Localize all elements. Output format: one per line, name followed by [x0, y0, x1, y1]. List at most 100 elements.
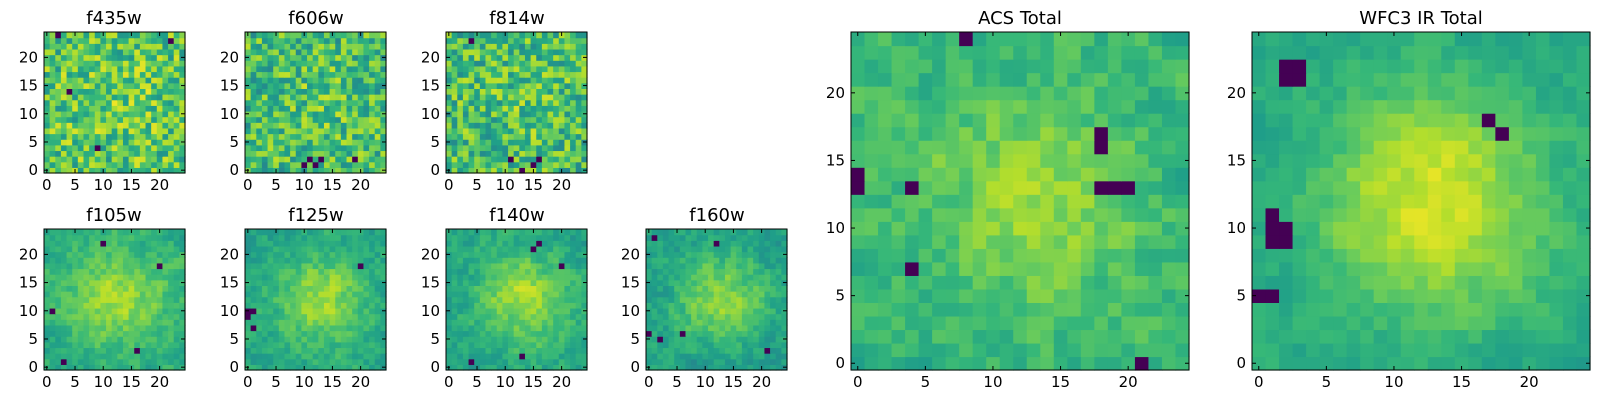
heatmap-cell: [547, 161, 554, 168]
heatmap-cell: [668, 353, 675, 360]
heatmap-cell: [323, 262, 331, 270]
heatmap-cell: [250, 54, 257, 61]
heatmap-cell: [77, 116, 85, 123]
heatmap-cell: [295, 127, 302, 135]
heatmap-cell: [323, 341, 331, 349]
heatmap-cell: [474, 48, 481, 56]
heatmap-cell: [918, 315, 933, 331]
heatmap-cell: [335, 60, 342, 67]
heatmap-cell: [168, 37, 175, 44]
heatmap-cell: [781, 268, 788, 275]
heatmap-cell: [891, 207, 906, 222]
heatmap-cell: [162, 341, 169, 349]
heatmap-cell: [111, 110, 118, 118]
heatmap-cell: [352, 60, 359, 67]
heatmap-cell: [122, 291, 130, 298]
heatmap-cell: [451, 60, 458, 67]
heatmap-cell: [570, 358, 577, 365]
heatmap-cell: [758, 330, 766, 337]
heatmap-cell: [999, 167, 1014, 182]
heatmap-cell: [536, 274, 543, 281]
heatmap-cell: [685, 262, 692, 270]
heatmap-cell: [513, 313, 520, 320]
heatmap-cell: [72, 65, 79, 73]
heatmap-cell: [457, 139, 464, 146]
heatmap-cell: [685, 234, 692, 241]
heatmap-cell: [89, 150, 96, 157]
heatmap-cell: [245, 341, 252, 349]
heatmap-cell: [66, 37, 73, 44]
heatmap-cell: [496, 150, 503, 157]
heatmap-cell: [446, 161, 453, 168]
heatmap-cell: [524, 296, 532, 303]
heatmap-cell: [117, 353, 124, 360]
heatmap-cell: [89, 48, 96, 56]
heatmap-cell: [284, 268, 291, 275]
heatmap-cell: [502, 341, 509, 349]
heatmap-cell: [770, 257, 777, 264]
heatmap-cell: [179, 37, 186, 44]
heatmap-cell: [312, 302, 319, 309]
heatmap-cell: [508, 302, 515, 309]
heatmap-cell: [245, 353, 252, 360]
heatmap-cell: [685, 319, 692, 326]
heatmap-cell: [278, 330, 286, 337]
heatmap-cell: [363, 32, 370, 39]
heatmap-cell: [775, 336, 782, 343]
heatmap-cell: [134, 133, 141, 140]
heatmap-cell: [267, 37, 274, 44]
heatmap-cell: [446, 285, 453, 292]
heatmap-cell: [374, 116, 381, 123]
heatmap-cell: [646, 324, 653, 332]
heatmap-cell: [380, 347, 387, 354]
heatmap-cell: [457, 262, 464, 270]
heatmap-cell: [323, 161, 331, 168]
heatmap-cell: [558, 319, 566, 326]
heatmap-cell: [267, 257, 274, 264]
heatmap-cell: [468, 324, 475, 332]
heatmap-cell: [111, 251, 118, 258]
heatmap-cell: [547, 133, 554, 140]
heatmap-cell: [491, 65, 498, 73]
heatmap-cell: [357, 347, 365, 354]
heatmap-cell: [284, 291, 291, 298]
heatmap-cell: [256, 150, 263, 157]
heatmap-cell: [369, 296, 376, 303]
heatmap-cell: [945, 207, 960, 222]
heatmap-cell: [111, 99, 118, 106]
heatmap-cell: [524, 167, 532, 174]
heatmap-cell: [1067, 329, 1082, 344]
heatmap-cell: [581, 48, 588, 56]
heatmap-cell: [668, 257, 675, 264]
heatmap-cell: [685, 274, 692, 281]
heatmap-cell: [278, 99, 286, 106]
heatmap-cell: [363, 324, 370, 332]
heatmap-cell: [335, 161, 342, 168]
heatmap-cell: [369, 133, 376, 140]
heatmap-cell: [301, 234, 308, 241]
heatmap-cell: [570, 60, 577, 67]
heatmap-cell: [462, 274, 470, 281]
heatmap-cell: [1080, 315, 1095, 331]
heatmap-cell: [139, 60, 147, 67]
heatmap-cell: [156, 161, 164, 168]
heatmap-cell: [474, 262, 481, 270]
y-tick-label: 15: [421, 274, 440, 292]
heatmap-cell: [273, 330, 280, 337]
heatmap-cell: [329, 144, 336, 152]
heatmap-cell: [94, 234, 101, 241]
heatmap-cell: [122, 82, 130, 89]
heatmap-cell: [307, 43, 314, 50]
heatmap-cell: [284, 48, 291, 56]
axes-frame: [244, 31, 387, 174]
heatmap-cell: [55, 319, 62, 326]
heatmap-cell: [1067, 302, 1082, 317]
heatmap-cell: [485, 139, 492, 146]
heatmap-cell: [764, 274, 771, 281]
heatmap-cell: [139, 330, 147, 337]
heatmap-cell: [329, 37, 336, 44]
heatmap-cell: [106, 307, 113, 315]
heatmap-cell: [323, 330, 331, 337]
heatmap-cell: [83, 65, 90, 73]
heatmap-cell: [307, 32, 314, 39]
